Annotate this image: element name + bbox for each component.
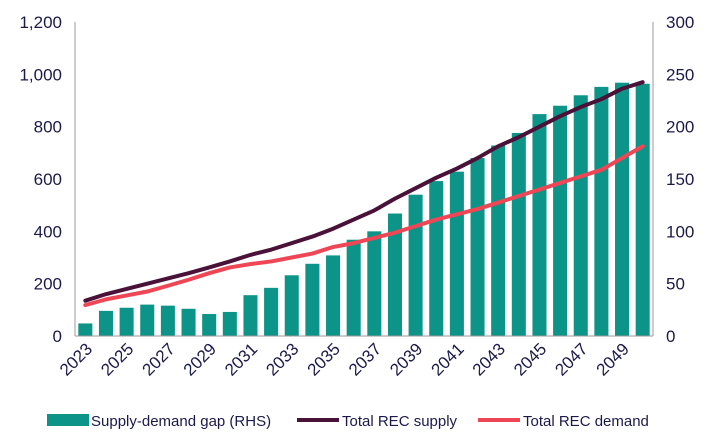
gap-bar-2040 [429,181,444,336]
gap-bar-2031 [243,295,258,336]
gap-bar-2029 [202,314,217,336]
gap-bar-2047 [573,95,588,337]
gap-bar-2028 [181,308,196,336]
gap-bars [78,82,650,337]
y-right-tick-label: 250 [666,65,694,84]
x-tick-label: 2029 [180,339,220,379]
gap-bar-2024 [98,310,113,336]
y-right-tick-label: 200 [666,118,694,137]
y-right-tick-label: 150 [666,170,694,189]
legend: Supply-demand gap (RHS) Total REC supply T… [47,413,649,430]
gap-bar-2046 [553,105,568,336]
y-left-tick-label: 400 [34,222,62,241]
gap-bar-2043 [491,145,506,336]
gap-bar-2044 [511,132,526,336]
gap-bar-2032 [264,287,279,336]
gap-bar-2025 [119,307,134,336]
x-tick-label: 2035 [304,339,344,379]
gap-bar-2033 [284,275,299,336]
gap-bar-2034 [305,263,320,336]
gap-bar-2050 [635,83,650,336]
legend-supply-label: Total REC supply [342,413,458,430]
y-left-tick-label: 1,200 [19,13,62,32]
y-right-tick-label: 100 [666,222,694,241]
y-left-tick-label: 800 [34,118,62,137]
line-series [83,80,645,308]
x-tick-label: 2047 [551,339,591,379]
gap-bar-2045 [532,114,547,336]
gap-bar-2038 [387,213,402,336]
gap-bar-2035 [326,255,341,336]
gap-bar-2026 [140,304,155,336]
gap-bar-2023 [78,323,93,336]
legend-demand-label: Total REC demand [523,413,649,430]
total-rec-demand-line [83,144,645,308]
y-left-tick-label: 1,000 [19,65,62,84]
x-tick-label: 2049 [593,339,633,379]
legend-gap-swatch [47,414,89,426]
x-tick-label: 2033 [262,339,302,379]
x-tick-label: 2031 [221,339,261,379]
gap-bar-2042 [470,158,485,336]
y-right-tick-label: 50 [666,275,685,294]
x-tick-label: 2039 [386,339,426,379]
x-tick-label: 2041 [428,339,468,379]
gap-bar-2049 [615,82,630,337]
y-left-tick-label: 200 [34,275,62,294]
gap-bar-2027 [160,305,175,336]
y-left-tick-label: 600 [34,170,62,189]
x-tick-label: 2037 [345,339,385,379]
total-rec-supply-line [83,80,645,303]
y-right-tick-label: 0 [666,327,675,346]
x-tick-label: 2043 [469,339,509,379]
gap-bar-2030 [222,311,237,336]
gap-bar-2036 [346,239,361,336]
gap-bar-2041 [449,171,464,336]
x-tick-label: 2027 [139,339,179,379]
gap-bar-2039 [408,194,423,336]
x-tick-label: 2025 [97,339,137,379]
gap-bar-2048 [594,86,609,336]
gap-bar-2037 [367,231,382,336]
x-tick-label: 2045 [510,339,550,379]
legend-gap-label: Supply-demand gap (RHS) [91,413,271,430]
y-left-tick-label: 0 [53,327,62,346]
y-right-tick-label: 300 [666,13,694,32]
